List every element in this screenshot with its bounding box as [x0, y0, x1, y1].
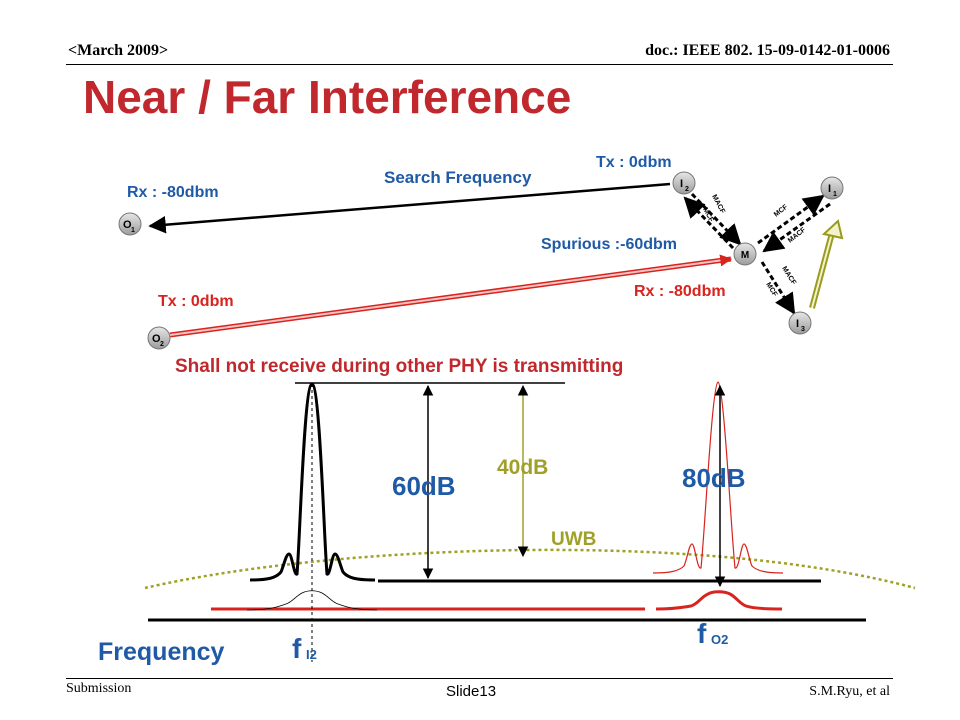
- header-date: <March 2009>: [68, 42, 169, 59]
- header-rule: [66, 64, 893, 65]
- label-rx-m: Rx : -80dbm: [634, 283, 726, 300]
- slide-title: Near / Far Interference: [83, 71, 572, 123]
- label-mcf-2: MCF: [773, 203, 790, 218]
- label-80db: 80dB: [682, 463, 746, 493]
- label-macf-1: MACF: [710, 194, 726, 216]
- label-tx-i2: Tx : 0dbm: [596, 154, 672, 171]
- label-tx-o2: Tx : 0dbm: [158, 293, 234, 310]
- svg-text:f: f: [697, 618, 707, 649]
- o2-tx-arrow-inner: [169, 254, 733, 336]
- svg-text:f: f: [292, 633, 302, 664]
- svg-text:1: 1: [131, 227, 135, 234]
- thin-red-sinc-fo2: [652, 381, 784, 574]
- svg-text:M: M: [741, 250, 749, 261]
- label-f-o2: f O2: [697, 618, 728, 649]
- statement-text: Shall not receive during other PHY is tr…: [175, 356, 623, 377]
- svg-text:I: I: [796, 318, 799, 330]
- footer-rule: [66, 678, 893, 679]
- macf-links: [683, 192, 831, 315]
- label-frequency-axis: Frequency: [98, 638, 225, 666]
- svg-text:I: I: [680, 178, 683, 190]
- footer-submission: Submission: [66, 681, 132, 696]
- node-o1: O 1: [118, 212, 142, 236]
- label-search-frequency: Search Frequency: [384, 168, 532, 187]
- svg-text:I2: I2: [306, 647, 317, 662]
- desired-signal-fo2: [655, 590, 783, 611]
- label-rx-o1: Rx : -80dbm: [127, 184, 219, 201]
- node-o2: O 2: [147, 326, 171, 350]
- footer-author: S.M.Ryu, et al: [809, 684, 890, 699]
- svg-text:2: 2: [685, 186, 689, 193]
- header-doc-id: doc.: IEEE 802. 15-09-0142-01-0006: [645, 42, 890, 59]
- node-i1: I 1: [820, 176, 844, 200]
- svg-text:1: 1: [833, 191, 837, 198]
- uwb-dotted-curve: [144, 548, 916, 590]
- label-60db: 60dB: [392, 471, 456, 501]
- label-f-i2: f I2: [292, 633, 317, 664]
- node-m: M: [733, 242, 757, 266]
- label-40db: 40dB: [497, 456, 548, 479]
- svg-text:2: 2: [160, 341, 164, 348]
- label-uwb: UWB: [551, 529, 596, 550]
- svg-text:O2: O2: [711, 632, 728, 647]
- label-macf-3: MACF: [780, 265, 797, 286]
- svg-text:I: I: [828, 183, 831, 195]
- footer-slide-number: Slide13: [446, 683, 497, 700]
- svg-text:O: O: [152, 333, 161, 345]
- search-frequency-arrow: [148, 182, 671, 234]
- svg-text:O: O: [123, 219, 132, 231]
- svg-text:3: 3: [801, 326, 805, 333]
- node-i3: I 3: [788, 311, 812, 335]
- label-spurious: Spurious :-60dbm: [541, 236, 677, 253]
- olive-interference-arrow: [809, 219, 844, 309]
- node-i2: I 2: [672, 171, 696, 195]
